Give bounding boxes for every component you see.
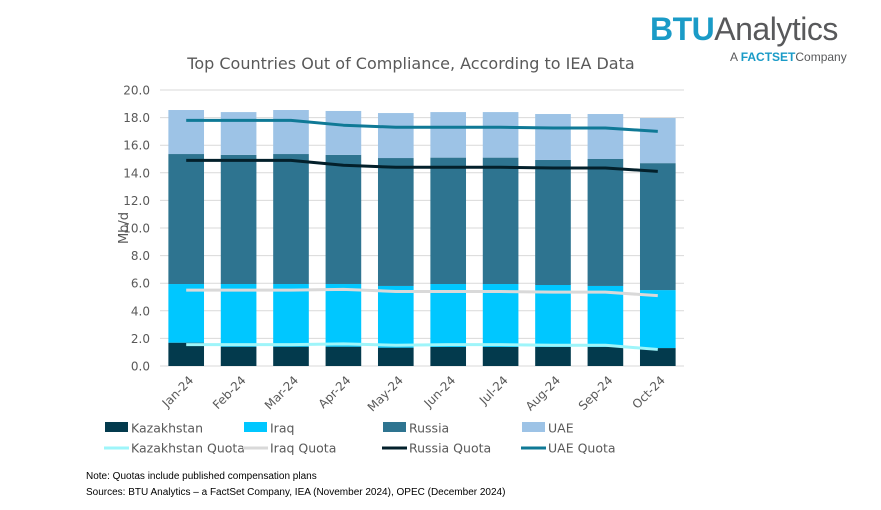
bar-uae (587, 114, 624, 159)
legend-label: UAE (548, 421, 574, 436)
bar-russia (377, 158, 414, 286)
legend-swatch-russia (383, 422, 406, 432)
bar-russia (325, 154, 362, 285)
chart-sources: Sources: BTU Analytics – a FactSet Compa… (86, 487, 506, 498)
bar-iraq (535, 284, 571, 347)
y-tick-label: 6.0 (131, 277, 150, 291)
x-tick-label: Mar-24 (262, 373, 301, 412)
bar-iraq (325, 284, 362, 347)
logo-brand-secondary: Analytics (714, 11, 838, 47)
x-tick-label: Jul-24 (476, 373, 511, 408)
x-tick-label: Oct-24 (629, 373, 667, 411)
y-tick-label: 2.0 (131, 332, 150, 346)
line-uae-quota (186, 118, 658, 133)
x-tick-label: Jun-24 (421, 373, 459, 411)
bar-uae (639, 118, 676, 164)
bar-kazakhstan (325, 346, 362, 366)
bar-russia (535, 159, 571, 285)
bar-uae (377, 113, 414, 159)
bar-uae (168, 110, 205, 155)
btu-analytics-logo: BTUAnalytics A FACTSETCompany (650, 11, 850, 64)
bar-kazakhstan (430, 346, 467, 366)
x-tick-label: Feb-24 (210, 373, 249, 412)
tagline-suffix: Company (795, 50, 847, 64)
legend-label: UAE Quota (548, 441, 616, 456)
bar-iraq (377, 285, 414, 348)
y-tick-label: 4.0 (131, 304, 150, 318)
legend-label: Iraq (270, 421, 294, 436)
y-tick-label: 0.0 (131, 360, 150, 374)
legend-swatch-iraq (244, 422, 267, 432)
bar-uae (430, 112, 467, 158)
legend-label: Iraq Quota (270, 441, 336, 456)
tagline-factset: FACTSET (740, 50, 796, 64)
bar-russia (482, 157, 519, 285)
bar-russia (430, 157, 467, 285)
bar-russia (587, 159, 624, 286)
y-tick-label: 10.0 (123, 222, 150, 236)
bar-iraq (220, 284, 257, 347)
bar-russia (168, 154, 205, 285)
logo-tagline: A FACTSETCompany (730, 50, 847, 64)
legend-label: Kazakhstan (131, 421, 203, 436)
bar-kazakhstan (220, 346, 257, 366)
y-tick-label: 18.0 (123, 111, 150, 125)
tagline-prefix: A (730, 50, 738, 64)
bar-iraq (482, 284, 519, 347)
bar-iraq (587, 285, 624, 347)
legend-label: Russia (409, 421, 449, 436)
chart-title: Top Countries Out of Compliance, Accordi… (186, 54, 634, 73)
bar-kazakhstan (639, 348, 676, 366)
bar-uae (273, 110, 309, 155)
line-iraq-quota (186, 287, 658, 298)
bar-uae (220, 112, 257, 155)
x-tick-label: May-24 (365, 373, 406, 414)
bar-iraq (168, 284, 205, 343)
bar-russia (273, 154, 309, 285)
x-tick-label: Aug-24 (523, 373, 563, 413)
y-tick-label: 20.0 (123, 84, 150, 98)
legend-label: Kazakhstan Quota (131, 441, 245, 456)
x-tick-label: Apr-24 (316, 373, 354, 411)
bar-kazakhstan (273, 346, 309, 366)
line-russia-quota (186, 158, 658, 173)
line-kazakhstan-quota (186, 342, 658, 351)
bar-russia (639, 163, 676, 291)
logo-brand-primary: BTU (650, 11, 715, 47)
bar-kazakhstan (482, 346, 519, 366)
bar-uae (482, 112, 519, 158)
legend-swatch-kazakhstan (105, 422, 128, 432)
bar-kazakhstan (168, 342, 205, 366)
y-tick-label: 16.0 (123, 139, 150, 153)
bar-kazakhstan (535, 346, 571, 366)
y-tick-label: 12.0 (123, 194, 150, 208)
x-tick-label: Sep-24 (576, 373, 616, 413)
bar-kazakhstan (587, 346, 624, 366)
bar-iraq (430, 284, 467, 347)
legend-label: Russia Quota (409, 441, 491, 456)
y-axis-label: Mb/d (117, 212, 132, 244)
chart-note: Note: Quotas include published compensat… (86, 471, 317, 482)
bar-russia (220, 154, 257, 285)
bar-uae (535, 114, 571, 160)
bar-uae (325, 110, 362, 155)
y-tick-label: 14.0 (123, 166, 150, 180)
bar-kazakhstan (377, 347, 414, 366)
y-tick-label: 8.0 (131, 249, 150, 263)
x-tick-label: Jan-24 (159, 373, 197, 411)
legend-swatch-uae (522, 422, 545, 432)
bar-iraq (639, 290, 676, 349)
bar-iraq (273, 284, 309, 347)
